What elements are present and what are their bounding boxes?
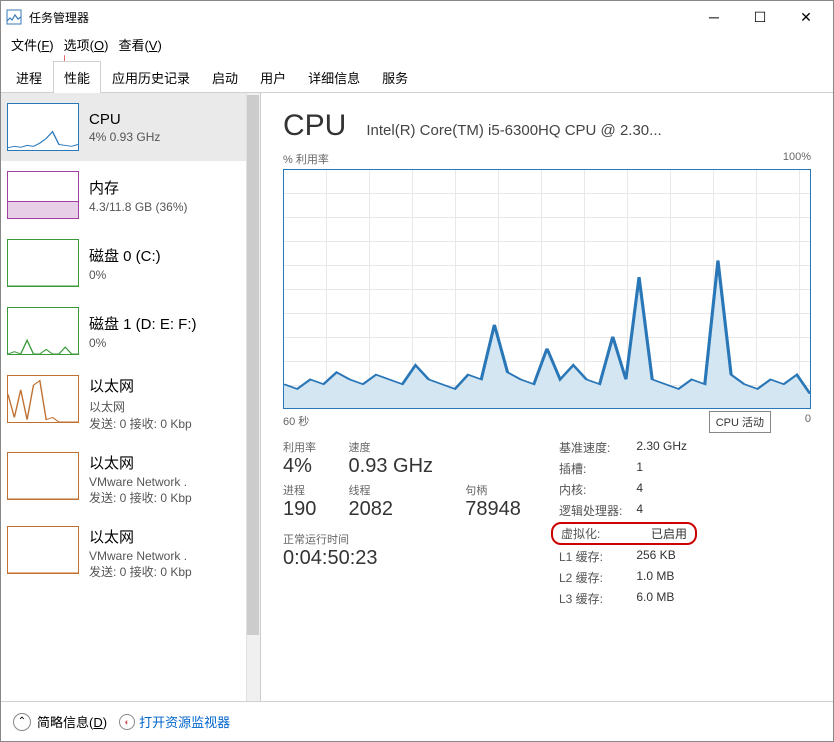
menu-view[interactable]: 查看(V) xyxy=(118,35,161,54)
stat-利用率: 利用率4% xyxy=(283,439,329,478)
stat-value: 6.0 MB xyxy=(636,590,689,607)
sidebar-item-sub: 以太网 xyxy=(89,398,192,415)
sidebar-item-4[interactable]: 以太网以太网发送: 0 接收: 0 Kbp xyxy=(1,365,246,442)
sidebar-thumb-icon xyxy=(7,452,79,500)
sidebar-item-name: 内存 xyxy=(89,177,188,198)
sidebar-item-sub2: 发送: 0 接收: 0 Kbp xyxy=(89,563,192,580)
stat-label: L2 缓存: xyxy=(559,569,624,586)
stat-value: 256 KB xyxy=(636,548,689,565)
sidebar-item-name: 磁盘 0 (C:) xyxy=(89,245,161,266)
stat-label: 内核: xyxy=(559,481,624,498)
sidebar-item-sub2: 发送: 0 接收: 0 Kbp xyxy=(89,489,192,506)
stat-线程: 线程2082 xyxy=(349,482,446,521)
stat-empty xyxy=(465,439,533,478)
sidebar-item-name: CPU xyxy=(89,111,160,128)
stats-area: 利用率4% 速度0.93 GHz 进程190 线程2082 句柄78948 正常运行时间… xyxy=(283,439,811,607)
tab-用户[interactable]: 用户 xyxy=(249,61,297,93)
sidebar-thumb-icon xyxy=(7,239,79,287)
sidebar-thumb-icon xyxy=(7,526,79,574)
chevron-up-icon: ⌃ xyxy=(13,713,31,731)
sidebar-item-3[interactable]: 磁盘 1 (D: E: F:) 0% xyxy=(1,297,246,365)
sidebar-item-1[interactable]: 内存 4.3/11.8 GB (36%) xyxy=(1,161,246,229)
sidebar-item-sub: 4% 0.93 GHz xyxy=(89,130,160,144)
main-panel: CPU Intel(R) Core(TM) i5-6300HQ CPU @ 2.… xyxy=(261,93,833,701)
stat-label: L3 缓存: xyxy=(559,590,624,607)
app-icon xyxy=(5,8,23,26)
resource-monitor-link[interactable]: ◐ 打开资源监视器 xyxy=(119,712,230,731)
stat-label: 插槽: xyxy=(559,460,624,477)
menu-options[interactable]: 选项(O) xyxy=(64,35,109,54)
collapse-button[interactable]: ⌃ 简略信息(D) xyxy=(13,712,107,731)
sidebar-item-6[interactable]: 以太网 VMware Network .发送: 0 接收: 0 Kbp xyxy=(1,516,246,590)
uptime-label: 正常运行时间 xyxy=(283,531,533,547)
sidebar-thumb-icon xyxy=(7,171,79,219)
stat-label: 基准速度: xyxy=(559,439,624,456)
chart-label-bottomleft: 60 秒 xyxy=(283,413,309,429)
tab-详细信息[interactable]: 详细信息 xyxy=(297,61,371,93)
stat-label: L1 缓存: xyxy=(559,548,624,565)
stat-label: 逻辑处理器: xyxy=(559,502,624,519)
sidebar-item-5[interactable]: 以太网 VMware Network .发送: 0 接收: 0 Kbp xyxy=(1,442,246,516)
sidebar-item-0[interactable]: CPU 4% 0.93 GHz xyxy=(1,93,246,161)
sidebar-item-name: 以太网 xyxy=(89,375,192,396)
tab-应用历史记录[interactable]: 应用历史记录 xyxy=(101,61,201,93)
scrollbar-thumb[interactable] xyxy=(247,95,259,635)
stat-value: 1 xyxy=(636,460,689,477)
chart-label-topright: 100% xyxy=(783,151,811,167)
sidebar-thumb-icon xyxy=(7,375,79,423)
footer: ⌃ 简略信息(D) ◐ 打开资源监视器 xyxy=(1,701,833,741)
chart-label-topleft: % 利用率 xyxy=(283,151,329,167)
sidebar-thumb-icon xyxy=(7,307,79,355)
stat-速度: 速度0.93 GHz xyxy=(349,439,446,478)
stat-value: 4 xyxy=(636,481,689,498)
tab-bar: ↓ 进程性能应用历史记录启动用户详细信息服务 xyxy=(1,60,833,93)
sidebar-item-sub: VMware Network . xyxy=(89,549,192,563)
sidebar-item-sub: VMware Network . xyxy=(89,475,192,489)
sidebar-item-sub: 0% xyxy=(89,336,197,350)
sidebar-item-sub: 4.3/11.8 GB (36%) xyxy=(89,200,188,214)
tab-性能[interactable]: 性能 xyxy=(53,61,101,93)
stat-value: 2.30 GHz xyxy=(636,439,689,456)
tab-启动[interactable]: 启动 xyxy=(201,61,249,93)
content-area: CPU 4% 0.93 GHz 内存 4.3/11.8 GB (36%) 磁盘 0 (C… xyxy=(1,93,833,701)
sidebar-item-2[interactable]: 磁盘 0 (C:) 0% xyxy=(1,229,246,297)
close-button[interactable]: ✕ xyxy=(783,2,829,32)
tab-进程[interactable]: 进程 xyxy=(5,61,53,93)
sidebar: CPU 4% 0.93 GHz 内存 4.3/11.8 GB (36%) 磁盘 0 (C… xyxy=(1,93,261,701)
sidebar-item-name: 以太网 xyxy=(89,452,192,473)
sidebar-thumb-icon xyxy=(7,103,79,151)
scrollbar-track[interactable] xyxy=(246,93,260,701)
sidebar-item-name: 以太网 xyxy=(89,526,192,547)
minimize-button[interactable]: ─ xyxy=(691,2,737,32)
menu-bar: 文件(F) 选项(O) 查看(V) xyxy=(1,33,833,60)
sidebar-item-sub2: 发送: 0 接收: 0 Kbp xyxy=(89,415,192,432)
cpu-chart xyxy=(283,169,811,409)
stat-进程: 进程190 xyxy=(283,482,329,521)
window-title: 任务管理器 xyxy=(29,9,89,26)
sidebar-item-sub: 0% xyxy=(89,268,161,282)
stat-value: 4 xyxy=(636,502,689,519)
stat-value: 1.0 MB xyxy=(636,569,689,586)
stat-句柄: 句柄78948 xyxy=(465,482,533,521)
chart-tooltip: CPU 活动 xyxy=(709,411,771,433)
title-bar: 任务管理器 ─ ☐ ✕ xyxy=(1,1,833,33)
menu-file[interactable]: 文件(F) xyxy=(11,35,54,54)
chart-label-bottomright: 0 xyxy=(805,413,811,429)
maximize-button[interactable]: ☐ xyxy=(737,2,783,32)
main-title: CPU xyxy=(283,109,346,143)
uptime-value: 0:04:50:23 xyxy=(283,547,533,570)
sidebar-item-name: 磁盘 1 (D: E: F:) xyxy=(89,313,197,334)
monitor-icon: ◐ xyxy=(119,714,135,730)
tab-服务[interactable]: 服务 xyxy=(371,61,419,93)
main-subtitle: Intel(R) Core(TM) i5-6300HQ CPU @ 2.30..… xyxy=(366,122,811,139)
